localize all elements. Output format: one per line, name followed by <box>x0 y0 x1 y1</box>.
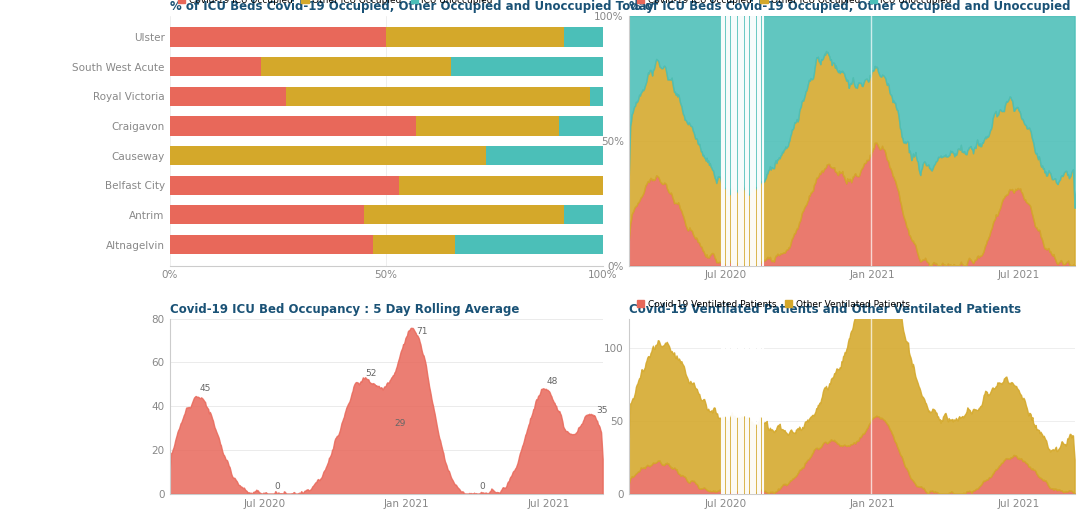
Text: 37: 37 <box>64 92 102 120</box>
Bar <box>400 176 603 195</box>
Bar <box>373 235 456 254</box>
Text: 30: 30 <box>64 472 102 500</box>
Bar <box>170 146 486 165</box>
Text: 50: 50 <box>64 168 102 196</box>
Text: Non Covid-19 Ventilated: Non Covid-19 Ventilated <box>19 507 146 517</box>
Text: 45: 45 <box>200 384 211 393</box>
Text: % of ICU Beds Covid-19 Occupied, Other Occupied and Unoccupied Today: % of ICU Beds Covid-19 Occupied, Other O… <box>170 1 653 13</box>
Text: 0: 0 <box>274 483 280 492</box>
Text: Covid-19 ICU Bed Occupancy : 5 Day Rolling Average: Covid-19 ICU Bed Occupancy : 5 Day Rolli… <box>170 303 518 316</box>
Bar <box>456 235 603 254</box>
Bar <box>170 116 417 135</box>
Bar <box>170 57 260 76</box>
Bar <box>564 27 603 47</box>
Legend: Covid-19 ICU Occupied, Other ICU Occupied, ICU Unoccupied: Covid-19 ICU Occupied, Other ICU Occupie… <box>174 0 497 9</box>
Text: 48: 48 <box>546 378 558 387</box>
Bar <box>170 176 400 195</box>
Bar <box>286 87 590 106</box>
Bar <box>364 205 564 225</box>
Bar <box>260 57 451 76</box>
Text: Covid-19 Ventilated: Covid-19 Ventilated <box>31 431 134 441</box>
Bar <box>170 87 286 106</box>
Text: Other ICU Occupied: Other ICU Occupied <box>31 203 134 213</box>
Text: 12: 12 <box>64 244 102 272</box>
Bar <box>170 205 364 225</box>
Text: 22: 22 <box>64 396 102 424</box>
Bar <box>486 146 603 165</box>
Text: 35: 35 <box>596 406 608 415</box>
Bar <box>564 205 603 225</box>
Text: 52: 52 <box>365 369 377 378</box>
Bar <box>170 235 373 254</box>
Bar <box>170 27 387 47</box>
Text: ICU Covid Occupied: ICU Covid Occupied <box>31 128 134 138</box>
Text: 71: 71 <box>417 327 428 336</box>
Bar <box>417 116 559 135</box>
Bar <box>451 57 603 76</box>
Text: Total Ventilated Patients: Total Ventilated Patients <box>19 355 146 365</box>
Legend: Covid-19 Ventilated Patients, Other Ventilated Patients: Covid-19 Ventilated Patients, Other Vent… <box>633 296 914 312</box>
Bar <box>559 116 603 135</box>
Text: 0: 0 <box>480 483 485 492</box>
Text: 52: 52 <box>64 320 102 348</box>
Text: 29: 29 <box>394 419 406 428</box>
Text: Unoccupied Beds: Unoccupied Beds <box>38 279 127 289</box>
Text: Covid-19 Ventilated Patients and Other Ventilated Patients: Covid-19 Ventilated Patients and Other V… <box>629 303 1021 316</box>
Text: Total ICU Beds: Total ICU Beds <box>45 52 120 62</box>
Text: 99: 99 <box>64 16 102 45</box>
Bar <box>590 87 603 106</box>
Bar <box>387 27 564 47</box>
Legend: Covid-19 ICU Occupied, Other ICU Occupied, ICU Unoccupied: Covid-19 ICU Occupied, Other ICU Occupie… <box>633 0 956 9</box>
Text: % of ICU Beds Covid-19 Occupied, Other Occupied and Unoccupied: % of ICU Beds Covid-19 Occupied, Other O… <box>629 1 1070 13</box>
